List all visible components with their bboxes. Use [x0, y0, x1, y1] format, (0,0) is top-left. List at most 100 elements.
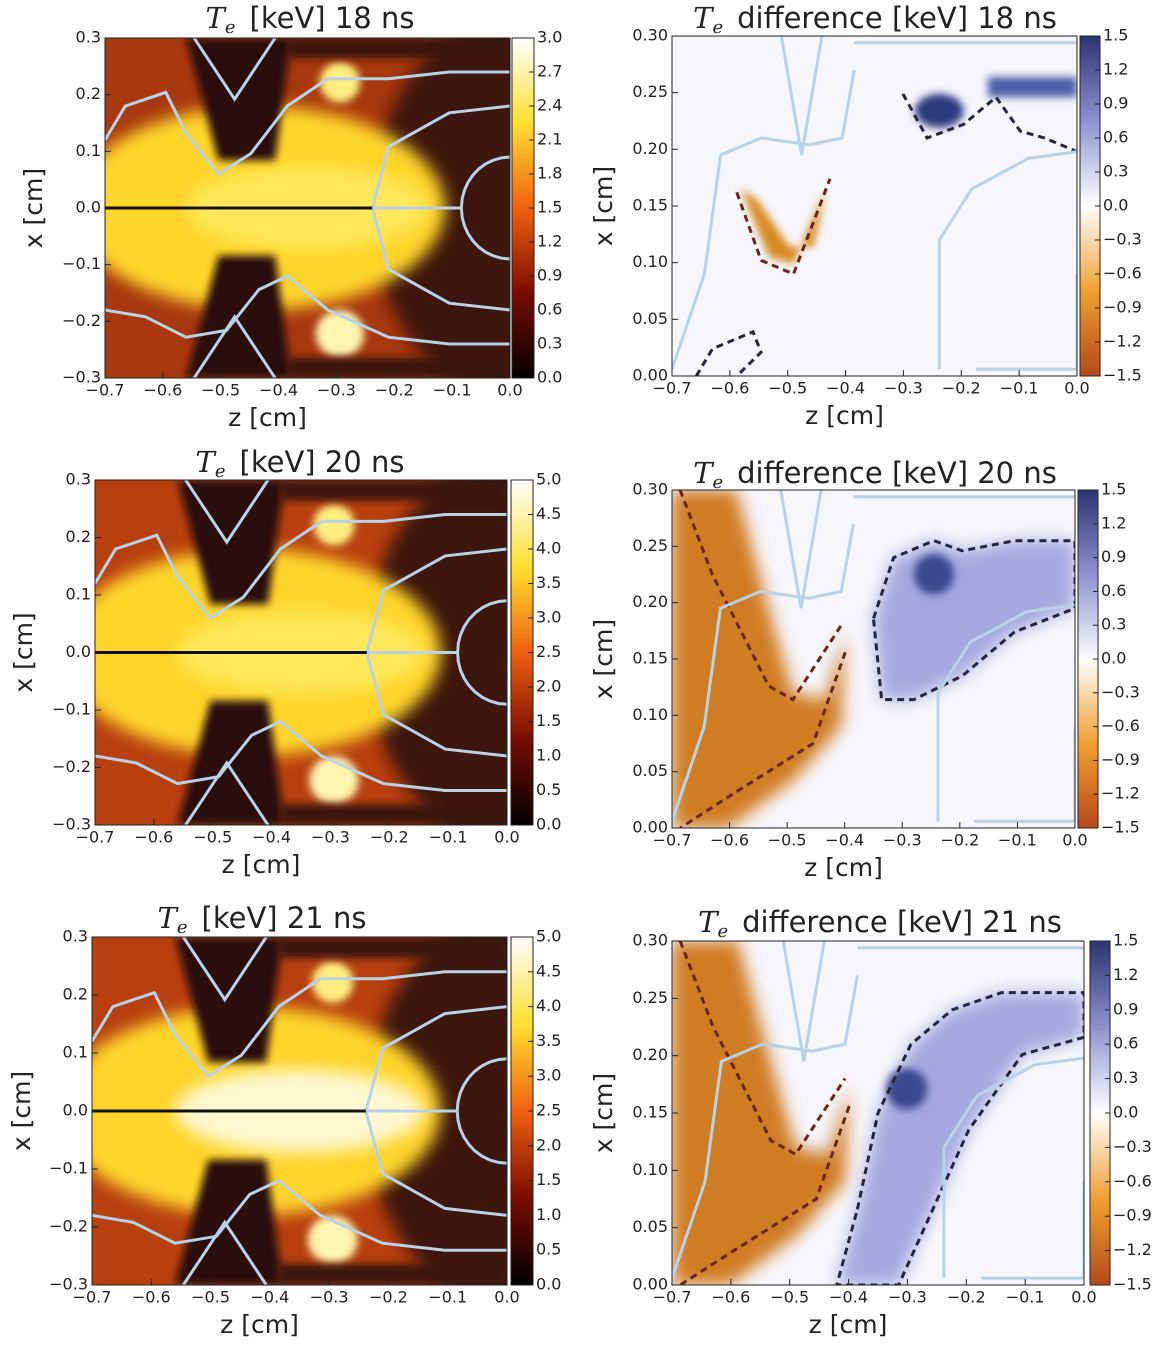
x-tick-label: −0.5 [201, 381, 240, 400]
colorbar-tick-label: 0.3 [537, 334, 562, 353]
contour [981, 1181, 1084, 1280]
colorbar-tick-label: 0.0 [1101, 649, 1126, 668]
contour [192, 38, 277, 102]
negative-region [672, 941, 850, 1285]
colorbar-tick-label: 2.4 [537, 96, 562, 115]
x-tick-label: −0.7 [653, 1288, 692, 1307]
colorbar-tick-label: 1.5 [1113, 931, 1138, 950]
contour [456, 599, 507, 706]
colorbar-tick-label: 0.0 [1113, 1103, 1138, 1122]
colorbar-tick-label: 2.0 [536, 677, 561, 696]
x-tick-label: −0.3 [883, 831, 922, 850]
colorbar-tick-label: 3.5 [536, 1031, 561, 1050]
contour [937, 150, 1077, 370]
y-tick-label: 0.05 [632, 761, 668, 780]
chart-title: Te difference [keV] 18 ns [693, 1, 1057, 38]
y-tick-label: 0.20 [632, 592, 668, 611]
colorbar-tick-label: 3.0 [536, 608, 561, 627]
title-text: difference [keV] 20 ns [737, 456, 1057, 490]
title-subscript: e [177, 917, 188, 938]
contour [105, 70, 510, 176]
x-tick-label: −0.4 [250, 1288, 289, 1307]
y-tick-label: −0.1 [49, 1159, 88, 1178]
colorbar-tick-label: 0.9 [537, 266, 562, 285]
contour [672, 69, 856, 370]
title-symbol: T [158, 901, 180, 935]
x-tick-label: −0.4 [252, 828, 291, 847]
x-tick-label: −0.1 [998, 831, 1037, 850]
y-tick-label: 0.25 [632, 988, 668, 1007]
colorbar-tick-label: 0.6 [1101, 581, 1126, 600]
colorbar-tick-label: −0.3 [1103, 230, 1142, 249]
heatmap-field [95, 480, 507, 825]
title-symbol: T [693, 1, 715, 35]
colorbar-tick-label: −1.2 [1113, 1240, 1152, 1259]
colorbar-tick-label: −0.3 [1101, 682, 1140, 701]
difference-contour [679, 1105, 851, 1285]
colorbar-tick-label: 5.0 [536, 927, 561, 946]
x-tick-label: −0.5 [770, 1288, 809, 1307]
colorbar-tick-label: 0.0 [536, 815, 561, 834]
negative-region [672, 490, 846, 828]
y-tick-label: 0.0 [76, 198, 101, 217]
colorbar-tick-label: 0.9 [1101, 547, 1126, 566]
positive-region [987, 76, 1077, 98]
colorbar-tick-label: −1.2 [1101, 784, 1140, 803]
colorbar-tick-label: 1.0 [536, 1205, 561, 1224]
contour [455, 1057, 507, 1165]
contour [95, 719, 507, 792]
colorbar-tick-label: 0.6 [1103, 128, 1128, 147]
y-axis-label: x [cm] [589, 1073, 618, 1153]
x-tick-label: −0.1 [428, 1288, 467, 1307]
title-subscript: e [712, 17, 723, 38]
title-symbol: T [698, 905, 720, 939]
colorbar-tick-label: 1.5 [1101, 480, 1126, 499]
x-tick-label: −0.3 [311, 828, 350, 847]
hot-spot [313, 504, 355, 546]
cold-notch [175, 937, 283, 1063]
x-tick-label: −0.2 [947, 1288, 986, 1307]
heatmap-field [672, 490, 1075, 828]
colorbar-tick-label: −0.3 [1113, 1137, 1152, 1156]
x-axis-label: z [cm] [805, 401, 884, 430]
x-tick-label: −0.6 [132, 1288, 171, 1307]
x-tick-label: −0.6 [143, 381, 182, 400]
difference-contour [735, 178, 832, 276]
heatmap-field [672, 941, 1084, 1285]
colorbar-tick-label: 2.0 [536, 1135, 561, 1154]
y-tick-label: 0.30 [632, 931, 668, 950]
hot-spot [311, 961, 354, 1004]
y-tick-label: 0.2 [63, 985, 88, 1004]
y-tick-label: 0.05 [632, 309, 668, 328]
contour [192, 314, 277, 378]
colorbar-tick-label: 0.3 [1101, 615, 1126, 634]
x-tick-label: −0.3 [888, 1288, 927, 1307]
y-tick-label: 0.30 [632, 480, 668, 499]
contour [936, 603, 1075, 822]
colorbar-tick-label: −0.6 [1113, 1171, 1152, 1190]
title-text: [keV] 20 ns [240, 445, 405, 479]
cold-notch [177, 480, 285, 605]
contour [92, 1178, 507, 1252]
x-tick-label: −0.2 [375, 381, 414, 400]
y-tick-label: 0.2 [66, 527, 91, 546]
x-tick-label: −0.5 [768, 379, 807, 398]
colorbar-tick-label: 4.5 [536, 961, 561, 980]
y-tick-label: −0.3 [62, 368, 101, 387]
y-tick-label: −0.3 [52, 815, 91, 834]
y-tick-label: 0.3 [63, 927, 88, 946]
colorbar-tick-label: 3.5 [536, 573, 561, 592]
cold-edge [278, 937, 507, 958]
colorbar-tick-label: 4.0 [536, 539, 561, 558]
colorbar-tick-label: 4.0 [536, 996, 561, 1015]
contour [975, 274, 1077, 371]
colorbar-tick-label: 1.5 [537, 198, 562, 217]
x-tick-label: −0.7 [653, 831, 692, 850]
difference-contour [678, 490, 843, 702]
chart-title: Te [keV] 20 ns [196, 445, 405, 482]
colorbar-tick-label: −1.5 [1113, 1275, 1152, 1294]
x-tick-label: −0.6 [711, 1288, 750, 1307]
x-tick-label: 0.0 [1064, 379, 1089, 398]
colorbar-tick-label: 1.8 [537, 164, 562, 183]
x-axis-label: z [cm] [222, 850, 301, 879]
